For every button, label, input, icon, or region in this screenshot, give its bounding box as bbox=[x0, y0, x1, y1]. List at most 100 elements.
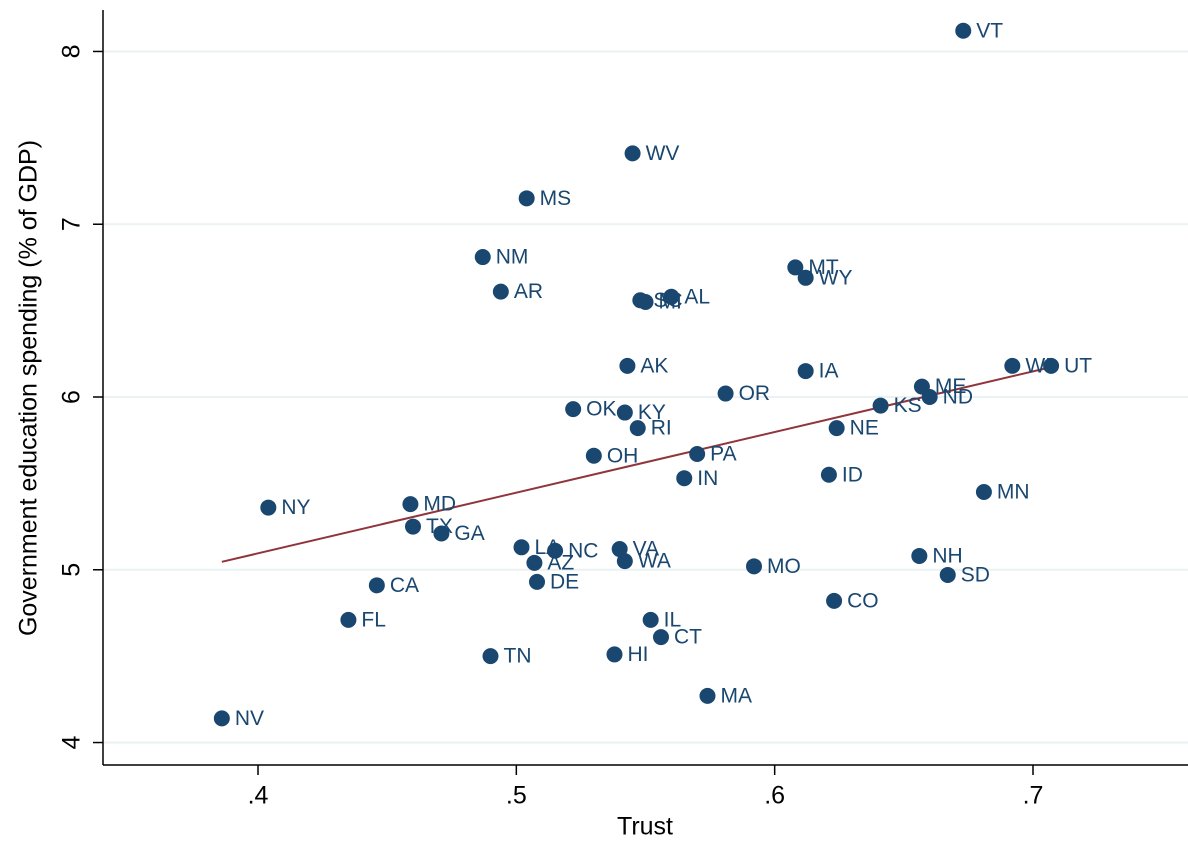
y-tick-label: 8 bbox=[58, 45, 86, 59]
point-label: DE bbox=[550, 570, 579, 593]
point-label: NY bbox=[281, 496, 310, 519]
point-label: NM bbox=[496, 246, 529, 269]
point bbox=[787, 259, 804, 276]
point-label: OR bbox=[739, 382, 771, 405]
fit-line bbox=[221, 366, 1052, 563]
point-label: AR bbox=[514, 280, 543, 303]
point bbox=[213, 710, 230, 727]
point-label: ME bbox=[935, 375, 967, 398]
point-label: IN bbox=[697, 467, 718, 490]
point bbox=[699, 687, 716, 704]
y-tick-label: 7 bbox=[58, 217, 86, 231]
point-label: MS bbox=[540, 187, 572, 210]
point-label: CT bbox=[674, 626, 702, 649]
point-label: ID bbox=[842, 463, 863, 486]
y-tick-label: 6 bbox=[58, 390, 86, 404]
point bbox=[676, 470, 693, 487]
point bbox=[1043, 357, 1060, 374]
point bbox=[653, 629, 669, 646]
point-label: AL bbox=[684, 285, 710, 308]
point bbox=[585, 447, 602, 464]
point-label: FL bbox=[361, 608, 386, 631]
point bbox=[513, 539, 530, 556]
point bbox=[340, 611, 357, 628]
point bbox=[921, 389, 938, 406]
point-label: MD bbox=[423, 493, 456, 516]
point bbox=[746, 558, 762, 575]
point bbox=[405, 518, 421, 535]
point-label: MO bbox=[767, 555, 801, 578]
point bbox=[955, 22, 972, 39]
point-label: MN bbox=[997, 481, 1030, 504]
point bbox=[1004, 357, 1021, 374]
point-label: OH bbox=[607, 444, 639, 467]
point-label: GA bbox=[454, 522, 484, 545]
point bbox=[492, 283, 509, 300]
x-tick-label: .4 bbox=[248, 782, 269, 810]
point bbox=[689, 446, 706, 463]
point-label: AZ bbox=[547, 551, 574, 574]
point-label: WY bbox=[819, 266, 853, 289]
point bbox=[642, 611, 659, 628]
point-label: MT bbox=[808, 256, 838, 279]
point-label: ND bbox=[943, 386, 973, 409]
point-label: IL bbox=[664, 608, 682, 631]
y-tick-label: 4 bbox=[58, 735, 86, 749]
point-label: AK bbox=[640, 354, 668, 377]
point-label: VA bbox=[633, 538, 659, 561]
y-tick-label: 5 bbox=[58, 563, 86, 577]
point bbox=[797, 269, 814, 286]
point bbox=[565, 401, 582, 418]
point bbox=[260, 499, 277, 516]
point bbox=[797, 363, 814, 380]
point-label: PA bbox=[710, 443, 736, 466]
point-label: NV bbox=[235, 707, 264, 730]
y-axis-title: Government education spending (% of GDP) bbox=[15, 140, 43, 636]
point bbox=[518, 190, 535, 207]
x-tick-label: .6 bbox=[764, 782, 785, 810]
point-label: IA bbox=[819, 360, 839, 383]
point bbox=[629, 420, 646, 437]
point bbox=[547, 542, 564, 559]
point-label: CO bbox=[847, 589, 879, 612]
point bbox=[637, 293, 654, 310]
point bbox=[872, 397, 889, 414]
x-tick-label: .7 bbox=[1023, 782, 1044, 810]
point-label: NE bbox=[850, 417, 879, 440]
point bbox=[663, 288, 680, 305]
point bbox=[717, 385, 734, 402]
point-label: SD bbox=[961, 564, 990, 587]
point-label: WV bbox=[646, 142, 680, 165]
point bbox=[611, 541, 628, 558]
point-label: KY bbox=[638, 401, 666, 424]
x-axis-title: Trust bbox=[617, 813, 673, 841]
x-tick-label: .5 bbox=[506, 782, 527, 810]
point bbox=[820, 466, 837, 483]
point bbox=[368, 577, 385, 594]
point bbox=[619, 357, 636, 374]
point-label: NH bbox=[932, 544, 962, 567]
point bbox=[606, 646, 623, 663]
point-label: NC bbox=[568, 539, 598, 562]
point bbox=[828, 420, 845, 437]
point-label: UT bbox=[1064, 354, 1092, 377]
point bbox=[826, 592, 843, 609]
point-label: VT bbox=[976, 19, 1003, 42]
point bbox=[975, 484, 992, 501]
point bbox=[911, 547, 928, 564]
point-label: RI bbox=[651, 417, 672, 440]
point-label: MA bbox=[721, 684, 753, 707]
point-label: WA bbox=[638, 550, 671, 573]
point bbox=[433, 525, 450, 542]
point bbox=[402, 496, 419, 513]
point bbox=[529, 573, 545, 590]
point-label: OK bbox=[586, 398, 616, 421]
point bbox=[616, 553, 633, 570]
point bbox=[526, 554, 543, 571]
point-label: HI bbox=[628, 643, 649, 666]
point bbox=[482, 648, 499, 665]
point bbox=[616, 404, 633, 421]
point bbox=[474, 249, 491, 266]
point bbox=[939, 566, 956, 583]
